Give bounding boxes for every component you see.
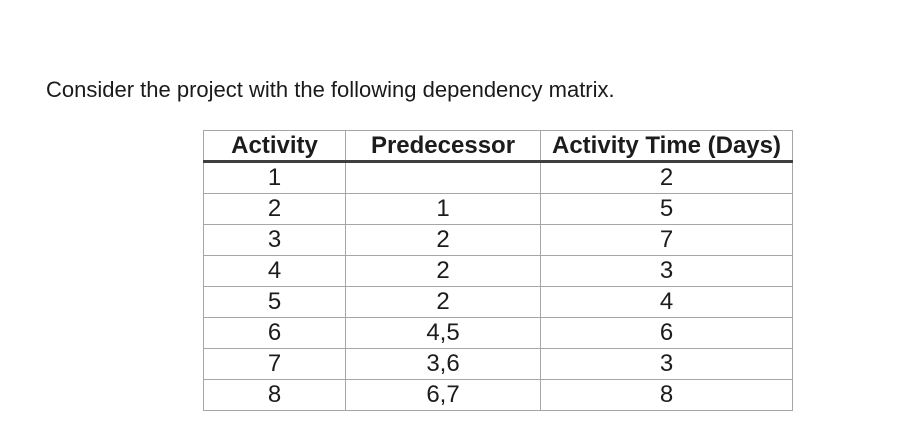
table-row: 7 3,6 3: [203, 348, 793, 380]
cell-activity-time: 2: [540, 161, 793, 194]
cell-predecessor: 2: [345, 286, 541, 318]
cell-activity: 3: [203, 224, 346, 256]
cell-activity-time: 5: [540, 193, 793, 225]
cell-activity-time: 3: [540, 255, 793, 287]
cell-activity: 7: [203, 348, 346, 380]
cell-predecessor: 3,6: [345, 348, 541, 380]
column-header-predecessor: Predecessor: [345, 130, 541, 163]
cell-predecessor: [345, 161, 541, 194]
cell-predecessor: 6,7: [345, 379, 541, 411]
table-row: 3 2 7: [203, 224, 793, 256]
cell-activity: 5: [203, 286, 346, 318]
table-row: 4 2 3: [203, 255, 793, 287]
table-row: 6 4,5 6: [203, 317, 793, 349]
column-header-activity: Activity: [203, 130, 346, 163]
cell-predecessor: 2: [345, 255, 541, 287]
cell-activity-time: 6: [540, 317, 793, 349]
cell-activity: 8: [203, 379, 346, 411]
cell-activity: 2: [203, 193, 346, 225]
table-header-row: Activity Predecessor Activity Time (Days…: [203, 130, 793, 163]
cell-activity-time: 8: [540, 379, 793, 411]
table-row: 1 2: [203, 161, 793, 194]
cell-activity: 6: [203, 317, 346, 349]
table-row: 5 2 4: [203, 286, 793, 318]
cell-activity-time: 4: [540, 286, 793, 318]
cell-activity-time: 3: [540, 348, 793, 380]
cell-activity: 4: [203, 255, 346, 287]
question-text: Consider the project with the following …: [46, 77, 615, 102]
table-row: 2 1 5: [203, 193, 793, 225]
cell-activity: 1: [203, 161, 346, 194]
cell-predecessor: 4,5: [345, 317, 541, 349]
column-header-activity-time: Activity Time (Days): [540, 130, 793, 163]
table-row: 8 6,7 8: [203, 379, 793, 411]
cell-activity-time: 7: [540, 224, 793, 256]
cell-predecessor: 2: [345, 224, 541, 256]
cell-predecessor: 1: [345, 193, 541, 225]
dependency-matrix-table: Activity Predecessor Activity Time (Days…: [203, 130, 793, 411]
